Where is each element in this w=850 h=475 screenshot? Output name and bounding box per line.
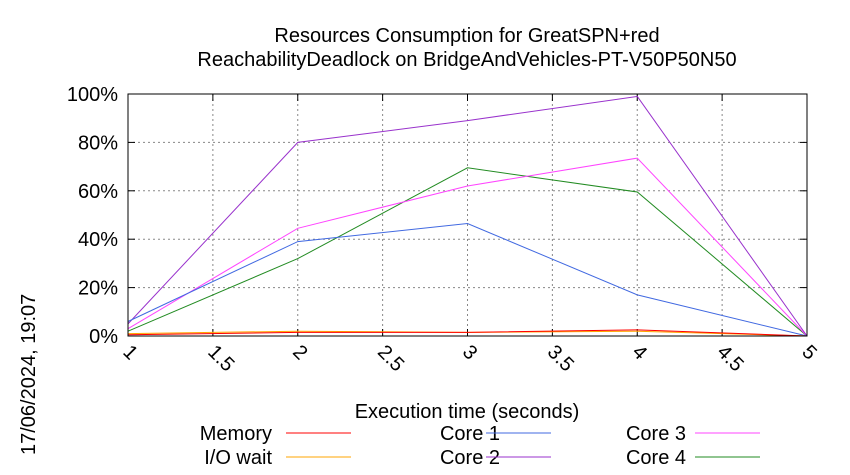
x-tick-label: 2 bbox=[288, 341, 311, 364]
legend-label: Memory bbox=[200, 423, 272, 445]
x-tick-label: 4 bbox=[628, 341, 651, 364]
y-tick-label: 100% bbox=[67, 84, 118, 106]
chart-title-line-2: ReachabilityDeadlock on BridgeAndVehicle… bbox=[197, 49, 736, 71]
plot-border bbox=[127, 93, 808, 337]
y-tick-label: 40% bbox=[78, 229, 118, 251]
y-tick-label: 80% bbox=[78, 132, 118, 154]
x-axis-label: Execution time (seconds) bbox=[355, 401, 580, 423]
y-tick-label: 0% bbox=[89, 326, 118, 348]
grid-lines bbox=[128, 94, 807, 336]
series-line-memory bbox=[127, 329, 808, 337]
legend-label: Core 1 bbox=[440, 423, 500, 445]
x-tick-label: 1.5 bbox=[203, 341, 238, 376]
y-tick-label: 60% bbox=[78, 181, 118, 203]
legend-label: I/O wait bbox=[204, 447, 272, 469]
timestamp-label: 17/06/2024, 19:07 bbox=[18, 294, 40, 455]
chart-title-line-1: Resources Consumption for GreatSPN+red bbox=[274, 25, 659, 47]
y-tick-label: 20% bbox=[78, 278, 118, 300]
y-axis-ticks: 0% 20% 40% 60% 80% 100% bbox=[67, 84, 807, 348]
x-tick-label: 2.5 bbox=[373, 341, 408, 376]
x-tick-label: 3.5 bbox=[543, 341, 578, 376]
series-line-core-4 bbox=[127, 167, 808, 337]
series-line-core-3 bbox=[127, 157, 808, 337]
series-lines bbox=[127, 95, 808, 337]
x-tick-label: 4.5 bbox=[713, 341, 748, 376]
legend-label: Core 4 bbox=[626, 447, 686, 469]
series-line-core-1 bbox=[127, 222, 808, 337]
legend-label: Core 3 bbox=[626, 423, 686, 445]
x-tick-label: 1 bbox=[118, 341, 141, 364]
legend-label: Core 2 bbox=[440, 447, 500, 469]
x-tick-label: 3 bbox=[458, 341, 481, 364]
x-tick-label: 5 bbox=[797, 341, 820, 364]
series-line-core-2 bbox=[127, 95, 808, 337]
